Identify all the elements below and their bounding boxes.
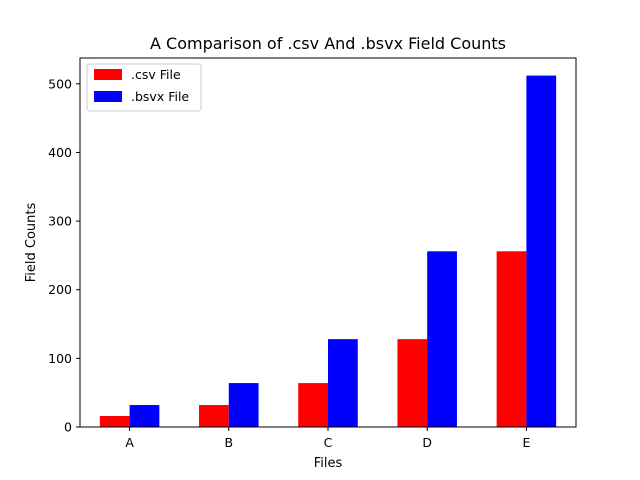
y-tick-label: 200	[48, 282, 72, 297]
bar-series2-b	[228, 383, 259, 427]
legend: .csv File .bsvx File	[86, 63, 202, 112]
bar-series2-d	[427, 251, 457, 427]
x-axis-label: Files	[314, 456, 343, 471]
bar-series1-d	[397, 339, 428, 427]
y-tick-label: 0	[64, 420, 72, 435]
y-axis-label: Field Counts	[24, 203, 39, 283]
y-axis-ticks: 0 100 200 300 400 500	[48, 76, 80, 435]
legend-label: .csv File	[131, 67, 181, 82]
y-tick-label: 400	[48, 145, 72, 160]
x-tick-label: A	[125, 435, 134, 450]
legend-swatch	[94, 91, 122, 102]
x-tick-label: D	[422, 435, 432, 450]
x-axis-ticks: A B C D E	[125, 427, 530, 450]
x-tick-label: C	[324, 435, 333, 450]
y-tick-label: 300	[48, 214, 72, 229]
bars-group	[99, 75, 557, 427]
legend-label: .bsvx File	[131, 89, 189, 104]
bar-series1-b	[199, 405, 229, 427]
chart-title: A Comparison of .csv And .bsvx Field Cou…	[150, 34, 506, 53]
x-tick-label: B	[225, 435, 234, 450]
bar-series2-a	[129, 405, 160, 427]
x-tick-label: E	[522, 435, 530, 450]
plot-area-frame	[79, 57, 577, 428]
bar-series2-e	[526, 75, 557, 427]
bar-series1-e	[496, 251, 527, 427]
legend-swatch	[94, 69, 122, 80]
bar-series1-a	[99, 416, 130, 427]
y-tick-label: 500	[48, 76, 72, 91]
y-tick-label: 100	[48, 351, 72, 366]
bar-series2-c	[328, 339, 358, 427]
bar-series1-c	[298, 383, 328, 427]
